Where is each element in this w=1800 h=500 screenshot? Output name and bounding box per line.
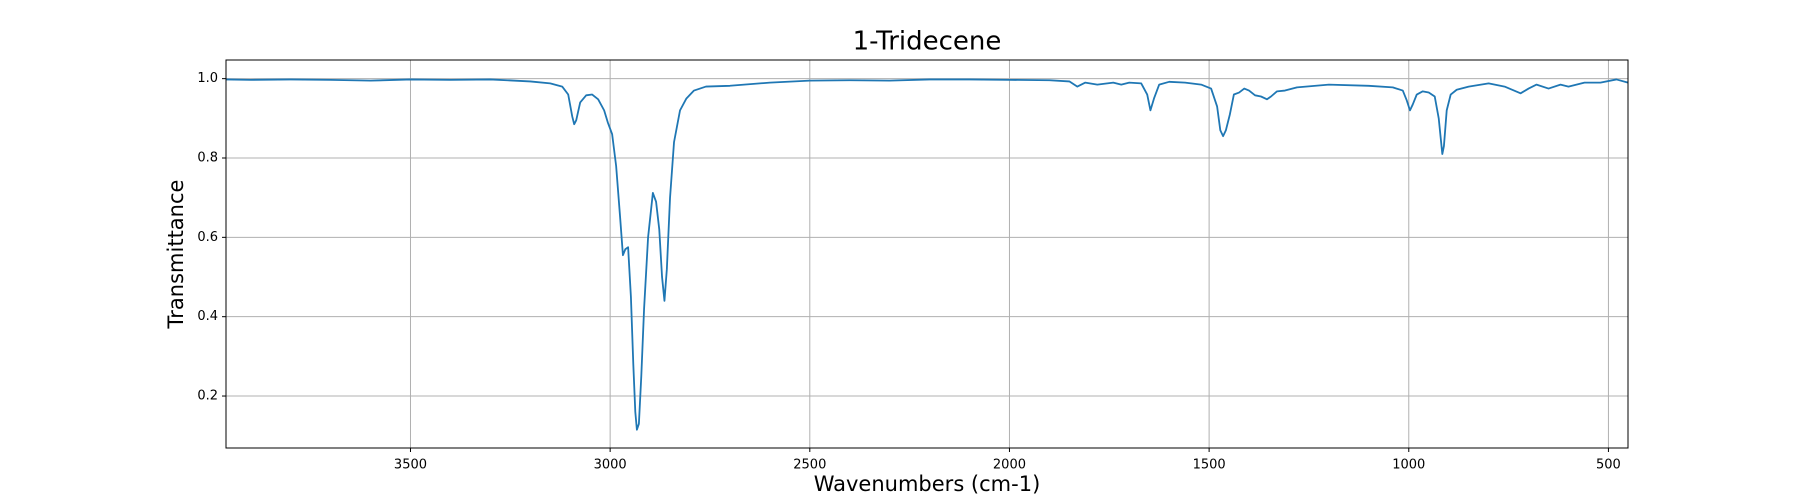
- x-tick-label: 2500: [793, 458, 826, 473]
- chart-title: 1-Tridecene: [853, 27, 1002, 57]
- spectrum-line: [225, 78, 1629, 431]
- x-tick-label: 2000: [993, 458, 1026, 473]
- x-axis-label: Wavenumbers (cm-1): [814, 472, 1041, 496]
- x-tick-label: 500: [1596, 458, 1621, 473]
- y-tick-label: 0.4: [197, 309, 218, 324]
- plot-area: [225, 78, 1629, 431]
- y-tick-label: 0.8: [197, 150, 218, 165]
- y-tick-label: 0.6: [197, 230, 218, 245]
- x-tick-label: 3000: [594, 458, 627, 473]
- x-tick-label: 3500: [394, 458, 427, 473]
- y-tick-label: 1.0: [197, 71, 218, 86]
- x-tick-label: 1500: [1193, 458, 1226, 473]
- y-axis-label: Transmittance: [164, 180, 188, 330]
- grid: [226, 60, 1628, 448]
- y-tick-label: 0.2: [197, 389, 218, 404]
- axes-frame: [225, 59, 1629, 449]
- x-tick-label: 1000: [1392, 458, 1425, 473]
